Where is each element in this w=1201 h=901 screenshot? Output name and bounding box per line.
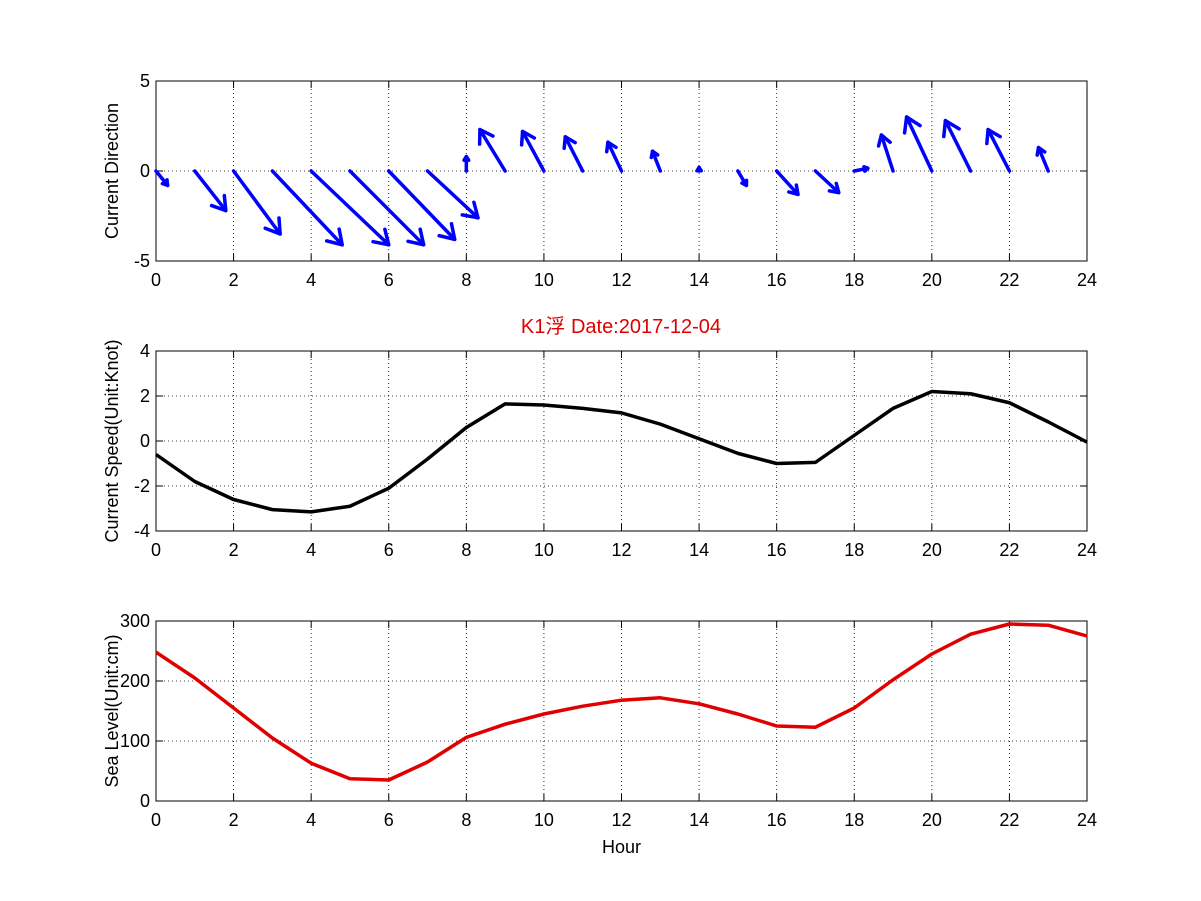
x-tick-label: 2 bbox=[229, 270, 239, 290]
x-tick-label: 12 bbox=[611, 270, 631, 290]
x-tick-label: 14 bbox=[689, 810, 709, 830]
x-tick-label: 0 bbox=[151, 270, 161, 290]
x-tick-label: 8 bbox=[461, 270, 471, 290]
direction-arrow bbox=[270, 169, 344, 247]
x-tick-label: 6 bbox=[384, 810, 394, 830]
current-speed-line bbox=[155, 389, 1088, 514]
direction-arrow bbox=[1035, 145, 1050, 173]
direction-arrow bbox=[425, 169, 480, 220]
x-tick-label: 10 bbox=[534, 810, 554, 830]
direction-arrow bbox=[813, 169, 841, 195]
y-tick-label: 0 bbox=[140, 161, 150, 181]
direction-arrow bbox=[604, 140, 624, 173]
x-tick-label: 16 bbox=[767, 270, 787, 290]
direction-arrow bbox=[852, 165, 870, 173]
x-tick-label: 0 bbox=[151, 810, 161, 830]
direction-arrow bbox=[348, 169, 426, 247]
direction-arrow bbox=[477, 127, 507, 173]
direction-arrow bbox=[387, 169, 457, 242]
direction-arrow bbox=[519, 129, 546, 173]
x-tick-label: 14 bbox=[689, 540, 709, 560]
x-tick-label: 6 bbox=[384, 540, 394, 560]
sea-level-line bbox=[155, 622, 1088, 782]
direction-arrow bbox=[695, 165, 703, 173]
x-tick-label: 10 bbox=[534, 540, 554, 560]
x-tick-label: 14 bbox=[689, 270, 709, 290]
y-axis-label: Sea Level(Unit:cm) bbox=[102, 634, 122, 787]
x-tick-label: 22 bbox=[999, 270, 1019, 290]
x-tick-label: 16 bbox=[767, 540, 787, 560]
x-tick-label: 8 bbox=[461, 540, 471, 560]
x-tick-label: 22 bbox=[999, 540, 1019, 560]
x-tick-label: 20 bbox=[922, 270, 942, 290]
y-tick-label: -5 bbox=[134, 251, 150, 271]
x-tick-label: 10 bbox=[534, 270, 554, 290]
y-tick-label: 4 bbox=[140, 341, 150, 361]
x-tick-label: 24 bbox=[1077, 540, 1097, 560]
x-tick-label: 2 bbox=[229, 540, 239, 560]
x-tick-label: 22 bbox=[999, 810, 1019, 830]
direction-arrow bbox=[876, 133, 895, 173]
y-tick-label: 200 bbox=[120, 671, 150, 691]
x-tick-label: 2 bbox=[229, 810, 239, 830]
direction-arrow bbox=[774, 169, 800, 197]
direction-arrow bbox=[562, 135, 585, 173]
x-tick-label: 24 bbox=[1077, 270, 1097, 290]
y-tick-label: -2 bbox=[134, 476, 150, 496]
y-tick-label: -4 bbox=[134, 521, 150, 541]
y-tick-label: 0 bbox=[140, 431, 150, 451]
x-tick-label: 12 bbox=[611, 540, 631, 560]
direction-arrow bbox=[902, 115, 934, 173]
y-axis-label: Current Speed(Unit:Knot) bbox=[102, 339, 122, 542]
direction-arrow bbox=[649, 149, 663, 173]
direction-arrow bbox=[309, 169, 391, 247]
direction-arrow bbox=[985, 127, 1012, 173]
x-tick-label: 20 bbox=[922, 810, 942, 830]
x-tick-label: 6 bbox=[384, 270, 394, 290]
direction-arrow bbox=[231, 169, 282, 236]
x-tick-label: 16 bbox=[767, 810, 787, 830]
direction-arrow bbox=[154, 169, 170, 188]
x-tick-label: 4 bbox=[306, 540, 316, 560]
x-tick-label: 12 bbox=[611, 810, 631, 830]
x-tick-label: 18 bbox=[844, 810, 864, 830]
x-tick-label: 4 bbox=[306, 810, 316, 830]
direction-arrow bbox=[462, 154, 471, 173]
y-axis-label: Current Direction bbox=[102, 103, 122, 239]
direction-arrow bbox=[942, 118, 973, 173]
y-tick-label: 300 bbox=[120, 611, 150, 631]
y-tick-label: 0 bbox=[140, 791, 150, 811]
y-tick-label: 5 bbox=[140, 71, 150, 91]
x-tick-label: 0 bbox=[151, 540, 161, 560]
x-tick-label: 8 bbox=[461, 810, 471, 830]
x-tick-label: 24 bbox=[1077, 810, 1097, 830]
direction-arrow bbox=[736, 169, 749, 188]
x-tick-label: 4 bbox=[306, 270, 316, 290]
x-tick-label: 20 bbox=[922, 540, 942, 560]
x-axis-label: Hour bbox=[602, 837, 641, 857]
y-tick-label: 100 bbox=[120, 731, 150, 751]
x-tick-label: 18 bbox=[844, 270, 864, 290]
x-tick-label: 18 bbox=[844, 540, 864, 560]
figure-title: K1浮 Date:2017-12-04 bbox=[521, 315, 721, 338]
y-tick-label: 2 bbox=[140, 386, 150, 406]
direction-arrow bbox=[193, 169, 228, 213]
